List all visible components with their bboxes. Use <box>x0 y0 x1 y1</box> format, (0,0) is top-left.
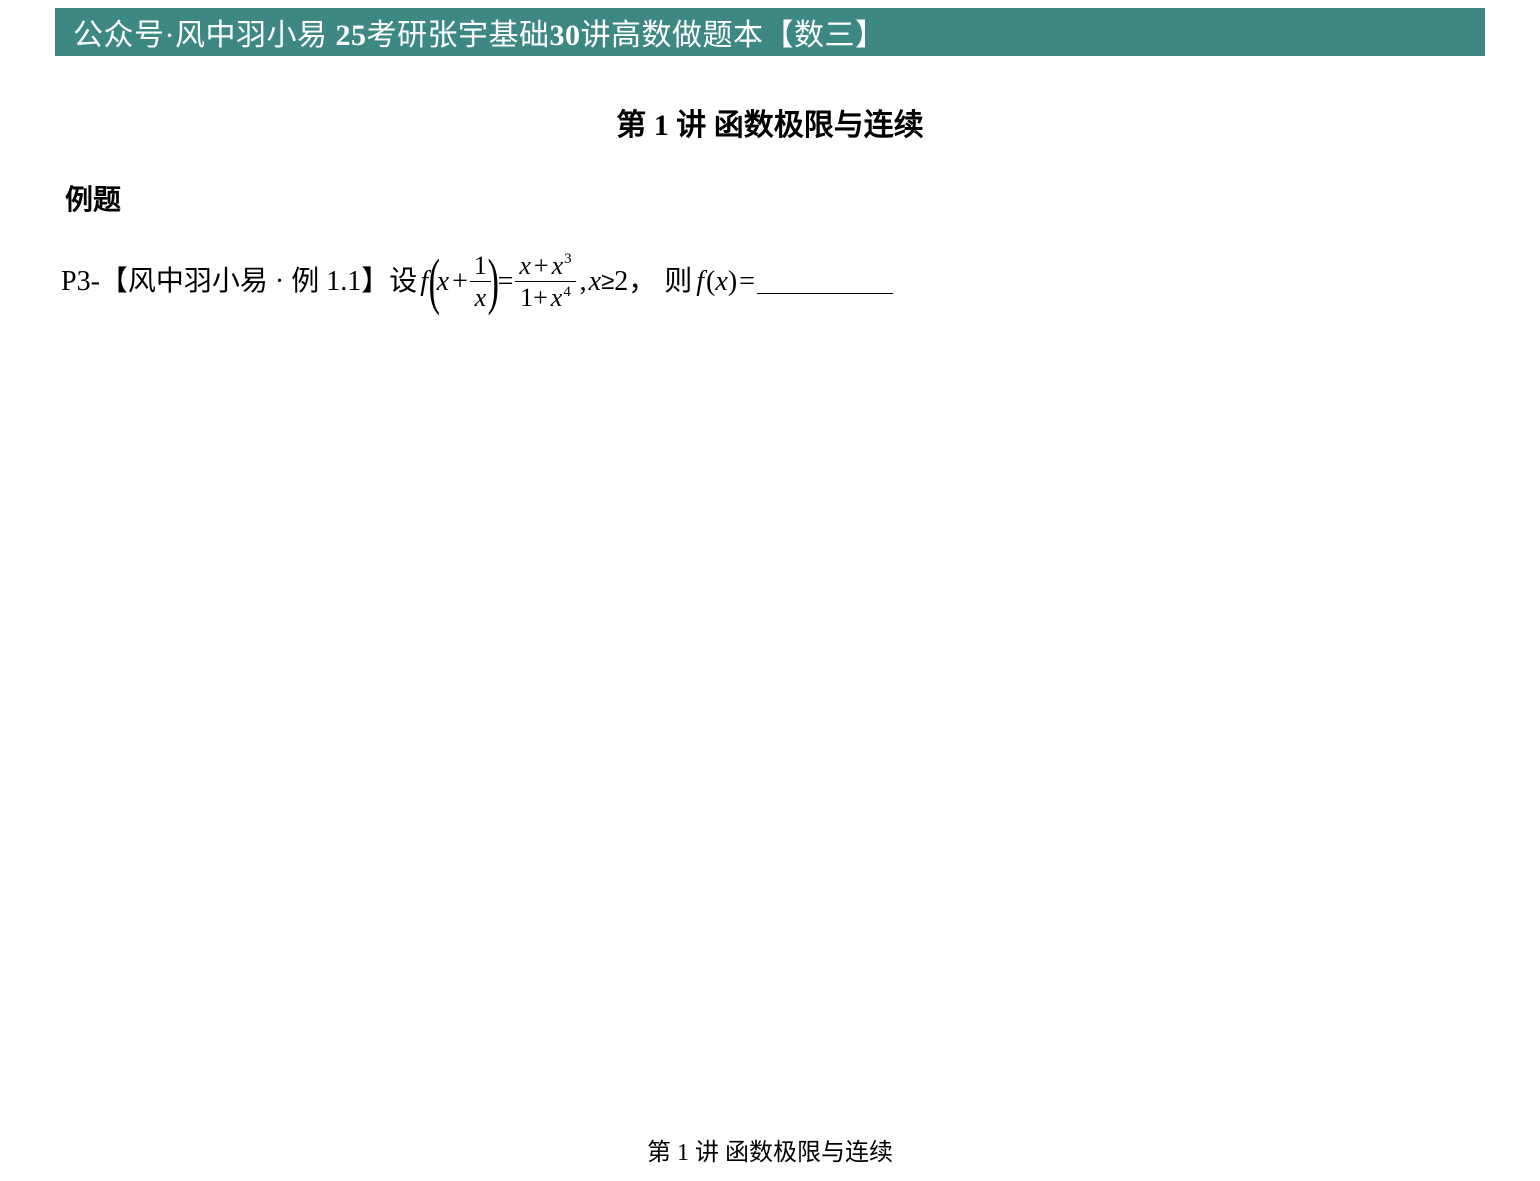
header-mid-2: 讲高数做题本【数三】 <box>581 19 886 52</box>
paren-l: ( <box>706 268 715 296</box>
geq-symbol: ≥ <box>601 270 614 294</box>
frac2-bar <box>515 281 575 282</box>
then-text: 则 <box>664 268 692 296</box>
func-f-2: f <box>696 268 704 296</box>
frac2-num-x1: x <box>519 251 531 280</box>
paren-r: ) <box>728 268 737 296</box>
page: 公众号·风中羽小易 25考研张宇基础30讲高数做题本【数三】 第 1 讲 函数极… <box>0 8 1540 1181</box>
frac2-num-plus: + <box>534 251 549 280</box>
frac2-den: 1+x4 <box>516 284 575 311</box>
eq-1: = <box>498 268 514 296</box>
func-f-1: f <box>420 268 428 296</box>
header-bar: 公众号·风中羽小易 25考研张宇基础30讲高数做题本【数三】 <box>55 8 1485 56</box>
frac2-den-x: x <box>551 283 563 312</box>
x2: x <box>715 268 727 296</box>
cond-x: x <box>589 268 601 296</box>
content-area: 第 1 讲 函数极限与连续 例题 P3-【风中羽小易 · 例 1.1】设 f (… <box>55 56 1485 312</box>
cond-val: 2 <box>614 268 628 296</box>
section-label: 例题 <box>65 178 1479 218</box>
header-block-1 <box>1311 8 1383 56</box>
frac2-num: x+x3 <box>515 252 575 279</box>
header-bold-1: 25 <box>336 19 367 52</box>
frac-rhs: x+x3 1+x4 <box>515 252 575 312</box>
header-bold-2: 30 <box>550 19 581 52</box>
footer-text: 第 1 讲 函数极限与连续 <box>0 1132 1540 1167</box>
header-prefix: 公众号·风中羽小易 <box>73 19 336 52</box>
big-paren-right: ) <box>488 259 499 306</box>
header-decor <box>1311 8 1485 56</box>
frac2-num-exp: 3 <box>564 251 572 267</box>
problem-line: P3-【风中羽小易 · 例 1.1】设 f ( x + 1 x ) = x+x3… <box>61 252 1479 312</box>
chapter-title: 第 1 讲 函数极限与连续 <box>61 100 1479 144</box>
frac2-den-exp: 4 <box>563 284 571 300</box>
big-paren-left: ( <box>429 259 440 306</box>
problem-prefix: P3-【风中羽小易 · 例 1.1】设 <box>61 268 417 296</box>
header-title: 公众号·风中羽小易 25考研张宇基础30讲高数做题本【数三】 <box>73 10 886 54</box>
frac2-num-x2: x <box>552 251 564 280</box>
frac2-den-1: 1 <box>520 283 533 312</box>
header-block-2 <box>1397 8 1485 56</box>
comma-1: , <box>580 268 587 296</box>
answer-blank <box>757 270 893 294</box>
eq-2: = <box>739 268 755 296</box>
frac2-den-plus: + <box>533 283 548 312</box>
header-mid-1: 考研张宇基础 <box>367 19 550 52</box>
plus-1: + <box>452 268 468 296</box>
comma-2: ， <box>628 268 656 296</box>
